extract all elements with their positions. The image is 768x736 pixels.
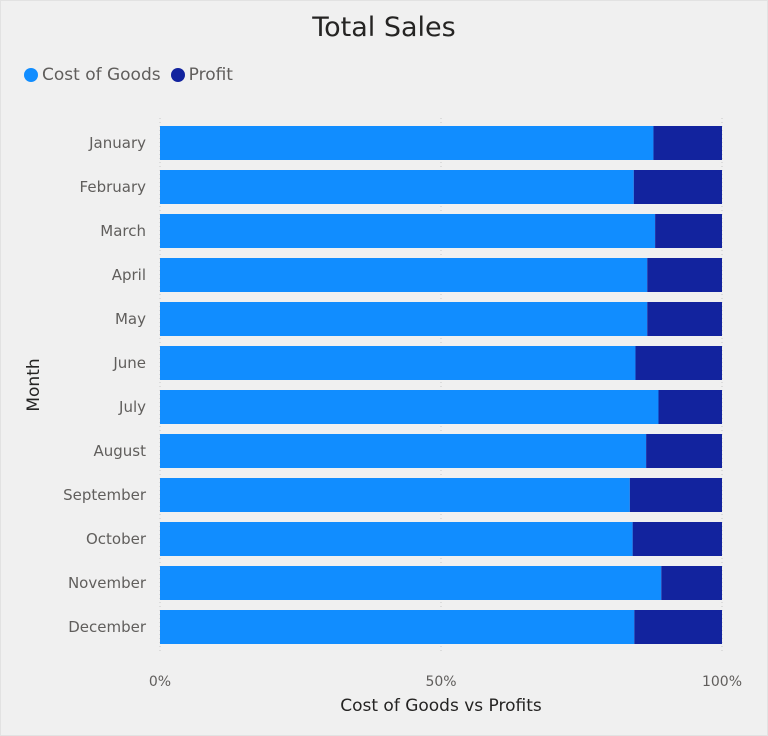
y-tick-label: July <box>118 398 146 416</box>
y-tick-label: August <box>94 442 147 460</box>
x-tick-label: 50% <box>425 674 456 690</box>
bar-profit[interactable] <box>661 566 722 600</box>
bar-profit[interactable] <box>653 126 722 160</box>
legend-marker-cost-of-goods <box>24 68 38 82</box>
bar-cost-of-goods[interactable] <box>160 346 636 380</box>
bar-cost-of-goods[interactable] <box>160 522 633 556</box>
bar-profit[interactable] <box>647 258 722 292</box>
legend-item-cost-of-goods[interactable]: Cost of Goods <box>24 65 161 85</box>
y-tick-label: March <box>100 222 146 240</box>
chart-title: Total Sales <box>312 12 456 43</box>
bar-cost-of-goods[interactable] <box>160 170 634 204</box>
y-tick-label: January <box>88 134 146 152</box>
legend-marker-profit <box>170 68 185 82</box>
bar-cost-of-goods[interactable] <box>160 566 662 600</box>
bar-cost-of-goods[interactable] <box>160 390 659 424</box>
legend-item-profit[interactable]: Profit <box>170 65 233 85</box>
bar-profit[interactable] <box>635 346 722 380</box>
y-axis-label: Month <box>24 358 44 412</box>
bar-cost-of-goods[interactable] <box>160 610 635 644</box>
bar-cost-of-goods[interactable] <box>160 214 656 248</box>
y-tick-label: September <box>63 486 147 504</box>
legend-label: Profit <box>188 65 233 85</box>
bar-cost-of-goods[interactable] <box>160 478 630 512</box>
bar-profit[interactable] <box>655 214 722 248</box>
x-tick-label: 0% <box>149 674 171 690</box>
bar-cost-of-goods[interactable] <box>160 258 648 292</box>
bar-profit[interactable] <box>646 434 722 468</box>
bar-profit[interactable] <box>647 302 722 336</box>
x-axis-label: Cost of Goods vs Profits <box>340 696 542 716</box>
bar-profit[interactable] <box>633 170 722 204</box>
legend-label: Cost of Goods <box>42 65 161 85</box>
legend: Cost of Goods Profit <box>24 65 243 85</box>
y-tick-label: December <box>68 618 147 636</box>
y-tick-label: November <box>68 574 147 592</box>
bar-cost-of-goods[interactable] <box>160 434 647 468</box>
bar-profit[interactable] <box>658 390 722 424</box>
bar-cost-of-goods[interactable] <box>160 302 648 336</box>
x-tick-label: 100% <box>702 674 742 690</box>
y-tick-label: February <box>80 178 147 196</box>
y-tick-label: May <box>115 310 146 328</box>
y-tick-label: April <box>112 266 146 284</box>
y-tick-label: October <box>86 530 147 548</box>
bar-profit[interactable] <box>629 478 722 512</box>
y-tick-label: June <box>112 354 146 372</box>
bar-profit[interactable] <box>634 610 722 644</box>
bar-profit[interactable] <box>632 522 722 556</box>
bar-cost-of-goods[interactable] <box>160 126 654 160</box>
